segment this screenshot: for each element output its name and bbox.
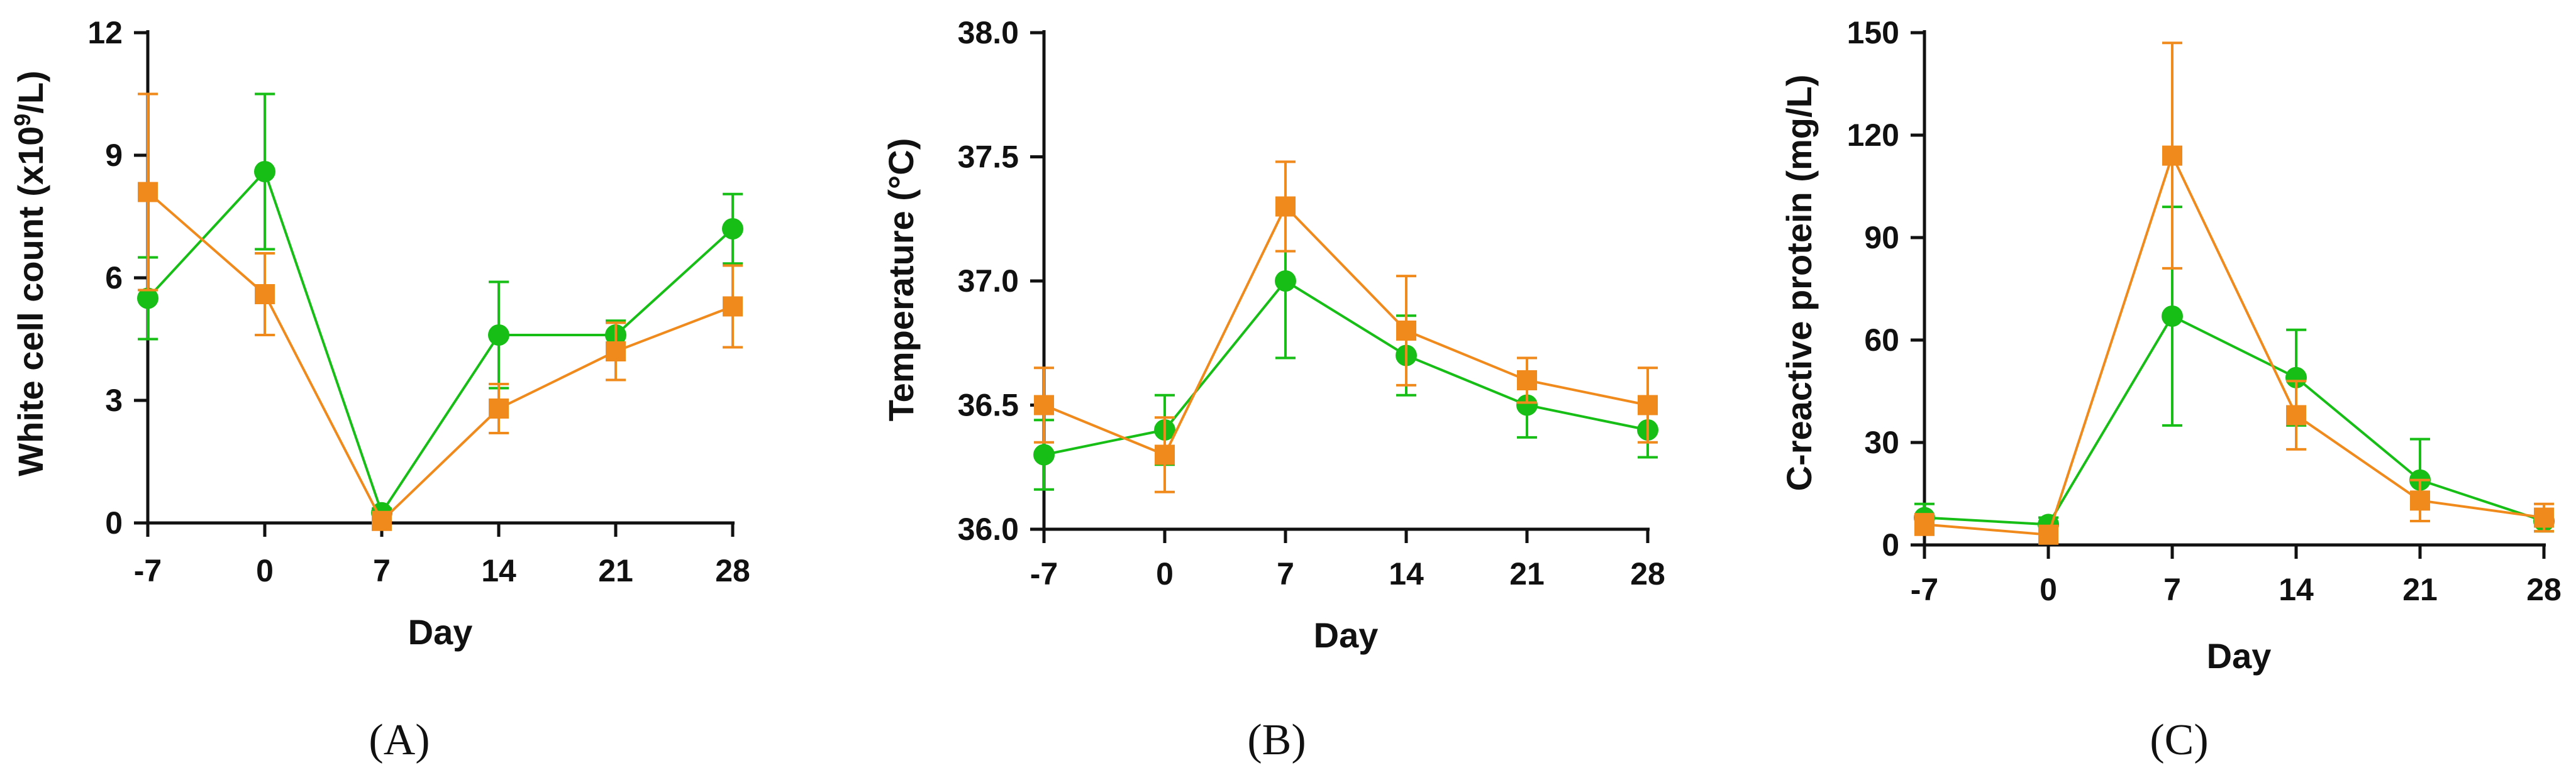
y-tick-label-a: 6	[105, 260, 123, 295]
series-line-green-a	[147, 169, 734, 516]
y-tick-label-b: 38.0	[958, 15, 1019, 50]
data-point-orange-a	[255, 284, 275, 304]
y-tick-label-c: 30	[1864, 425, 1899, 460]
y-tick-label-a: 3	[105, 383, 123, 418]
data-point-orange-b	[1034, 395, 1054, 415]
x-tick-label-b: -7	[1030, 556, 1058, 591]
data-point-green-b	[1275, 270, 1296, 292]
data-point-orange-a	[723, 296, 743, 317]
y-tick-label-c: 150	[1847, 15, 1899, 50]
data-point-green-b	[1516, 394, 1538, 416]
x-tick-label-a: 7	[373, 553, 391, 588]
xlabel-c: Day	[2207, 636, 2272, 676]
data-point-orange-b	[1638, 395, 1658, 415]
series-c	[1914, 41, 2555, 545]
x-tick-label-b: 21	[1509, 556, 1545, 591]
x-tick-label-b: 14	[1389, 556, 1424, 591]
x-tick-label-c: -7	[1911, 572, 1938, 607]
y-tick-label-c: 120	[1847, 118, 1899, 153]
series-line-orange-b	[1043, 204, 1648, 457]
x-tick-label-a: 14	[481, 553, 516, 588]
ylabel-c: C-reactive protein (mg/L)	[1779, 75, 1819, 492]
data-point-orange-c	[2534, 507, 2554, 528]
data-point-orange-a	[606, 341, 626, 361]
data-point-green-a	[488, 324, 509, 346]
x-tick-label-c: 21	[2402, 572, 2438, 607]
panel-label-a: (A)	[369, 716, 430, 764]
x-tick-label-a: 0	[256, 553, 274, 588]
data-point-orange-a	[372, 510, 392, 531]
data-point-green-a	[722, 218, 743, 239]
data-point-orange-c	[2038, 524, 2058, 545]
y-tick-label-b: 36.0	[958, 512, 1019, 547]
x-tick-label-b: 28	[1630, 556, 1665, 591]
data-point-green-c	[2285, 366, 2307, 388]
data-point-orange-a	[138, 182, 158, 202]
data-point-orange-c	[2286, 405, 2306, 426]
x-tick-label-b: 0	[1156, 556, 1174, 591]
axes-c: 0 30 60 90 120 150 -7 0 7 14 21 28	[1847, 15, 2562, 607]
series-line-green-b	[1043, 279, 1648, 456]
panel-label-b: (B)	[1247, 716, 1306, 764]
chart-panel-a: 0 3 6 9 12 -7 0 7 14 21 28 White cell count (x109/…	[9, 15, 750, 764]
panel-label-c: (C)	[2150, 716, 2208, 764]
data-point-orange-b	[1155, 444, 1175, 465]
y-tick-label-c: 60	[1864, 322, 1899, 358]
y-tick-label-c: 90	[1864, 220, 1899, 255]
y-tick-label-b: 37.0	[958, 263, 1019, 299]
y-tick-label-b: 37.5	[958, 140, 1019, 175]
x-tick-label-a: 21	[598, 553, 633, 588]
data-point-orange-b	[1517, 370, 1537, 390]
y-tick-label-b: 36.5	[958, 388, 1019, 423]
x-tick-label-c: 0	[2040, 572, 2057, 607]
series-line-green-c	[1924, 314, 2545, 526]
data-point-orange-c	[2162, 145, 2182, 166]
y-tick-label-a: 12	[87, 15, 123, 50]
data-point-orange-a	[489, 398, 509, 419]
y-tick-label-a: 9	[105, 138, 123, 173]
x-tick-label-b: 7	[1277, 556, 1294, 591]
data-point-green-b	[1033, 444, 1055, 466]
ylabel-a: White cell count (x109/L)	[9, 70, 50, 476]
ylabel-b: Temperature (°C)	[881, 138, 921, 422]
data-point-green-a	[254, 161, 275, 182]
series-a	[137, 92, 743, 531]
data-point-green-c	[2162, 305, 2183, 327]
data-point-orange-c	[1914, 514, 1935, 535]
y-tick-label-a: 0	[105, 505, 123, 541]
axes-a: 0 3 6 9 12 -7 0 7 14 21 28	[87, 15, 750, 588]
data-point-orange-b	[1396, 321, 1416, 341]
xlabel-a: Day	[408, 612, 473, 652]
chart-panel-b: 36.0 36.5 37.0 37.5 38.0 -7 0 7 14 21 28 Temperatu…	[881, 15, 1665, 764]
x-tick-label-c: 28	[2526, 572, 2562, 607]
x-tick-label-c: 14	[2279, 572, 2314, 607]
series-line-orange-a	[147, 190, 733, 524]
x-tick-label-c: 7	[2163, 572, 2181, 607]
xlabel-b: Day	[1314, 615, 1379, 655]
chart-panel-c: 0 30 60 90 120 150 -7 0 7 14 21 28 C-reactive prote…	[1779, 15, 2562, 764]
data-point-orange-b	[1275, 196, 1296, 217]
axes-b: 36.0 36.5 37.0 37.5 38.0 -7 0 7 14 21 28	[958, 15, 1665, 591]
data-point-orange-c	[2410, 490, 2430, 511]
series-b	[1033, 160, 1658, 493]
series-line-orange-c	[1924, 152, 2545, 536]
x-tick-label-a: -7	[134, 553, 162, 588]
x-tick-label-a: 28	[715, 553, 750, 588]
data-point-green-a	[137, 287, 158, 309]
y-tick-label-c: 0	[1882, 527, 1899, 563]
